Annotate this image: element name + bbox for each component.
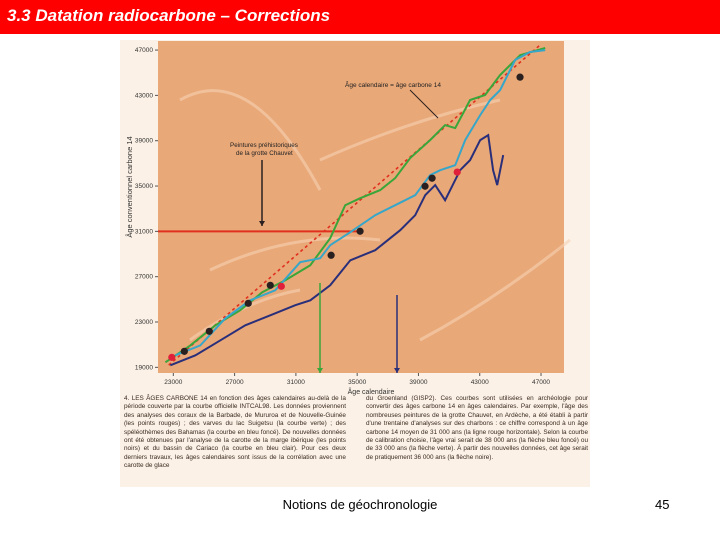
texture: [179, 89, 322, 191]
arrow-head: [394, 368, 400, 373]
data-point: [428, 174, 436, 182]
caption: 4. LES ÂGES CARBONE 14 en fonction des â…: [124, 395, 346, 470]
data-point: [205, 327, 213, 335]
footer-title: Notions de géochronologie: [282, 497, 438, 512]
y-tick-label: 39000: [135, 138, 153, 145]
header-bar: 3.3 Datation radiocarbone – Corrections: [0, 0, 720, 34]
x-tick-label: 47000: [532, 379, 550, 386]
data-point: [244, 299, 252, 307]
curve: [169, 133, 505, 367]
annotation: Peintures préhistoriques de la grotte Cha…: [230, 142, 298, 157]
slide-title: 3.3 Datation radiocarbone – Corrections: [7, 6, 331, 25]
arrow: [409, 89, 439, 119]
y-tick-label: 47000: [135, 47, 153, 54]
y-tick-label: 43000: [135, 92, 153, 99]
y-axis-label: Âge conventionnel carbone 14: [125, 136, 134, 237]
page-number: 45: [655, 497, 670, 512]
data-point: [277, 282, 285, 290]
y-tick-label: 31000: [135, 228, 153, 235]
texture: [419, 238, 571, 342]
data-point: [180, 347, 188, 355]
data-point: [516, 73, 524, 81]
x-tick-label: 23000: [164, 379, 182, 386]
x-axis-label: Âge calendaire: [348, 387, 395, 396]
x-tick-label: 39000: [409, 379, 427, 386]
x-tick-label: 35000: [348, 379, 366, 386]
data-point: [266, 281, 274, 289]
x-tick-label: 43000: [471, 379, 489, 386]
data-point: [168, 353, 176, 361]
data-point: [453, 168, 461, 176]
caption: du Groenland (GISP2). Ces courbes sont u…: [366, 395, 588, 461]
data-point: [421, 182, 429, 190]
chart: 19000 23000 27000 31000 35000 39000 43000 47000…: [125, 41, 571, 396]
texture: [319, 98, 501, 162]
annotation-line: Peintures préhistoriques: [230, 142, 298, 149]
y-tick-label: 27000: [135, 274, 153, 281]
y-tick-label: 35000: [135, 183, 153, 190]
figure: 19000 23000 27000 31000 35000 39000 43000 47000…: [120, 40, 590, 487]
curve: [174, 49, 546, 357]
arrow-head: [317, 368, 323, 373]
x-tick-label: 27000: [226, 379, 244, 386]
data-point: [356, 227, 364, 235]
x-tick-label: 31000: [287, 379, 305, 386]
texture: [209, 236, 381, 272]
y-tick-label: 23000: [135, 319, 153, 326]
y-tick-label: 19000: [135, 364, 153, 371]
annotation: Âge calendaire = âge carbone 14: [345, 80, 441, 89]
annotation-line: de la grotte Chauvet: [236, 150, 293, 157]
arrow-head: [259, 221, 265, 226]
data-point: [327, 251, 335, 259]
